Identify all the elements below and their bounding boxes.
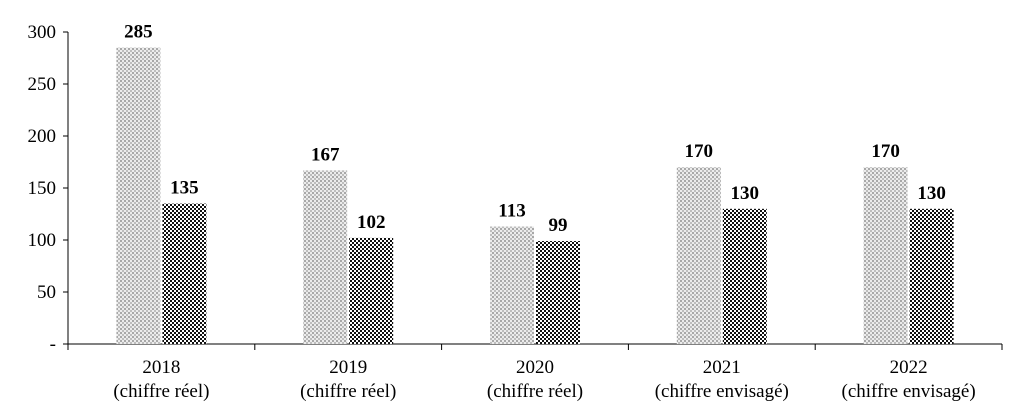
- bar-series-1: [303, 170, 348, 344]
- y-tick-label: 250: [28, 74, 57, 95]
- data-label: 285: [124, 22, 153, 43]
- x-tick-label: (chiffre réel): [113, 381, 209, 402]
- x-tick-label: 2021: [703, 357, 741, 378]
- y-tick-label: 300: [28, 22, 57, 43]
- x-tick-label: 2018: [142, 357, 180, 378]
- bar-series-2: [722, 208, 767, 344]
- data-label: 167: [311, 144, 340, 165]
- bar-series-2: [349, 237, 394, 344]
- y-tick-label: 200: [28, 126, 57, 147]
- y-tick-label: 150: [28, 178, 57, 199]
- x-tick-label: 2022: [890, 357, 928, 378]
- data-label: 102: [357, 212, 386, 233]
- data-label: 130: [917, 183, 946, 204]
- bar-series-1: [863, 167, 908, 344]
- y-tick-label: -: [50, 334, 56, 355]
- bar-series-1: [116, 47, 161, 344]
- x-tick-label: 2020: [516, 357, 554, 378]
- data-label: 130: [731, 183, 760, 204]
- bar-series-1: [490, 226, 534, 344]
- x-tick-label: 2019: [329, 357, 367, 378]
- y-tick-label: 50: [37, 282, 56, 303]
- data-label: 99: [549, 215, 568, 236]
- bar-series-2: [536, 241, 580, 344]
- y-tick-label: 100: [28, 230, 57, 251]
- x-tick-label: (chiffre envisagé): [655, 381, 789, 402]
- data-label: 135: [170, 178, 199, 199]
- bar-series-2: [909, 208, 954, 344]
- data-label: 170: [871, 141, 900, 162]
- bar-series-1: [676, 167, 721, 344]
- x-tick-label: (chiffre réel): [487, 381, 583, 402]
- x-tick-label: (chiffre envisagé): [842, 381, 976, 402]
- data-label: 113: [498, 200, 525, 221]
- x-tick-label: (chiffre réel): [300, 381, 396, 402]
- data-label: 170: [685, 141, 714, 162]
- bar-series-2: [162, 203, 207, 344]
